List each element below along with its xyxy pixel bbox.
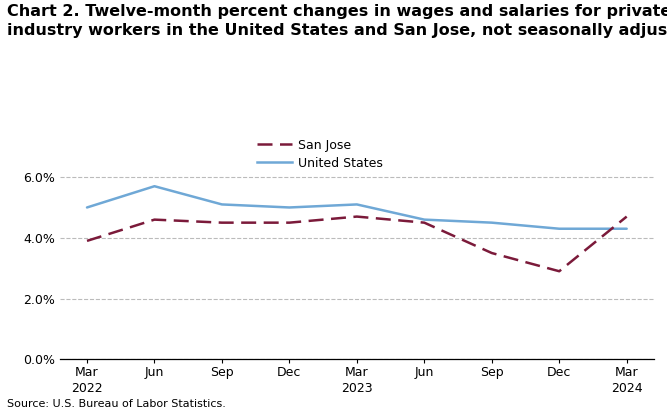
Text: Source: U.S. Bureau of Labor Statistics.: Source: U.S. Bureau of Labor Statistics. [7,399,225,409]
Legend: San Jose, United States: San Jose, United States [252,134,388,175]
Text: Chart 2. Twelve-month percent changes in wages and salaries for private
industry: Chart 2. Twelve-month percent changes in… [7,4,667,38]
